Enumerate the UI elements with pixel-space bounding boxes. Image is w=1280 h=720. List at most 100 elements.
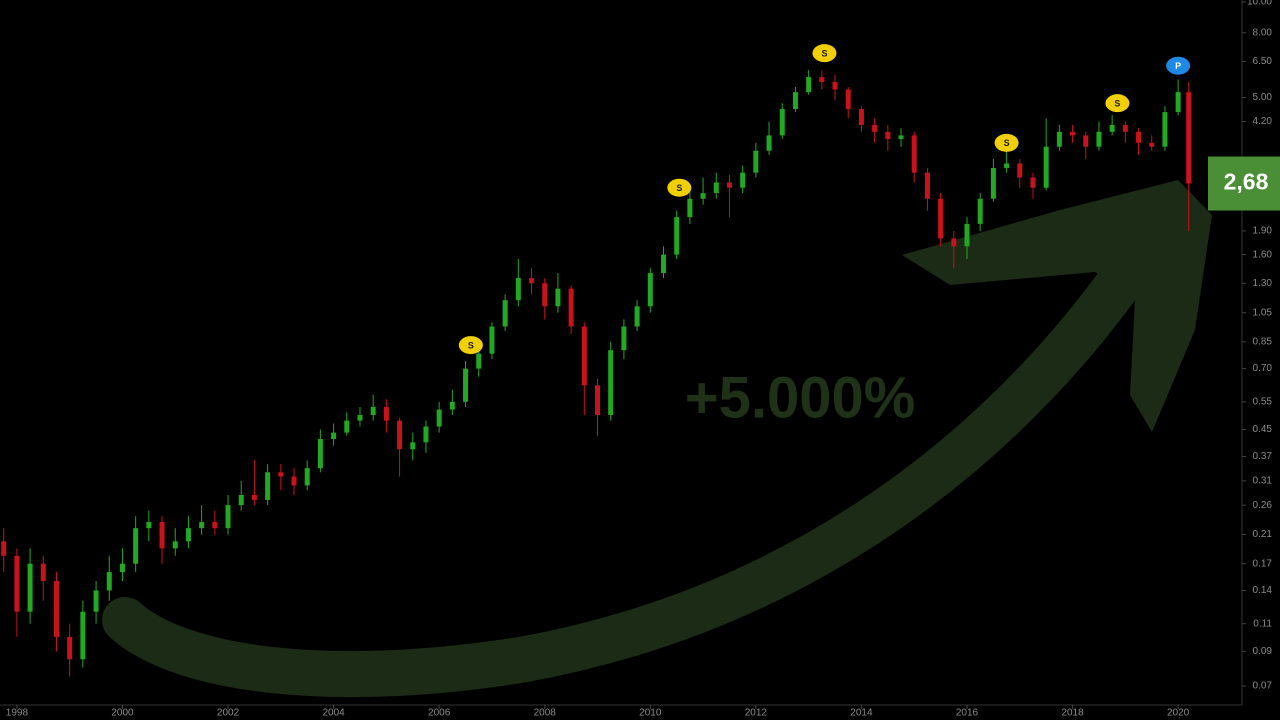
signal-label: S — [1114, 99, 1120, 109]
candle-body — [687, 198, 693, 218]
candle-body — [133, 528, 139, 564]
candle-body — [1096, 131, 1102, 147]
candle-body — [1083, 135, 1089, 147]
x-tick-label: 2000 — [111, 708, 134, 719]
candle-body — [27, 563, 33, 612]
candle-body — [1056, 131, 1062, 147]
candle-body — [766, 135, 772, 151]
candle-body — [792, 92, 798, 110]
trend-arrow — [102, 252, 1148, 698]
y-tick-label: 1.60 — [1253, 249, 1273, 260]
candle-body — [885, 131, 891, 140]
y-tick-label: 0.09 — [1253, 646, 1273, 657]
signal-marker — [458, 336, 483, 355]
candle-body — [1149, 142, 1155, 147]
candle-body — [819, 77, 825, 82]
y-tick-label: 0.07 — [1253, 681, 1273, 692]
y-tick-label: 0.45 — [1253, 424, 1273, 435]
candle-body — [423, 426, 429, 443]
candle-body — [634, 306, 640, 327]
candle-body — [278, 472, 284, 477]
y-tick-label: 0.21 — [1253, 529, 1273, 540]
signal-label: S — [468, 340, 474, 350]
candle-body — [225, 505, 231, 529]
candle-body — [898, 135, 904, 140]
candle-body — [1017, 163, 1023, 178]
candle-body — [212, 522, 218, 529]
candle-body — [977, 198, 983, 224]
candle-body — [911, 135, 917, 173]
y-tick-label: 4.20 — [1253, 116, 1273, 127]
x-tick-label: 2014 — [850, 708, 873, 719]
candle-body — [621, 326, 627, 351]
trend-arrow-head — [902, 180, 1212, 432]
candle-body — [726, 182, 732, 188]
candle-body — [357, 414, 363, 421]
candle-body — [251, 494, 257, 500]
y-tick-label: 0.55 — [1253, 396, 1273, 407]
candle-body — [93, 590, 99, 612]
y-tick-label: 0.70 — [1253, 363, 1273, 374]
candle-body — [489, 326, 495, 354]
x-tick-label: 2020 — [1167, 708, 1190, 719]
candle-body — [476, 353, 482, 369]
y-tick-label: 1.90 — [1253, 226, 1273, 237]
gain-label: +5.000% — [685, 365, 916, 430]
candle-body — [1162, 112, 1168, 147]
candle-body — [383, 406, 389, 421]
y-tick-label: 0.14 — [1253, 585, 1273, 596]
candle-body — [397, 420, 403, 450]
candle-body — [436, 409, 442, 427]
candle-body — [529, 278, 535, 284]
y-tick-label: 1.05 — [1253, 307, 1273, 318]
candle-body — [185, 528, 191, 542]
candle-body — [753, 150, 759, 173]
candle-body — [502, 300, 508, 327]
signal-marker — [1105, 94, 1130, 113]
y-tick-label: 0.85 — [1253, 336, 1273, 347]
x-tick-label: 2012 — [745, 708, 768, 719]
candle-body — [555, 288, 561, 307]
candle-body — [542, 283, 548, 307]
x-tick-label: 1998 — [6, 708, 29, 719]
candle-body — [938, 198, 944, 239]
candle-body — [331, 432, 337, 440]
x-tick-label: 2002 — [217, 708, 240, 719]
candle-body — [581, 326, 587, 386]
candle-body — [40, 563, 46, 581]
candle-body — [317, 439, 323, 469]
candle-body — [53, 580, 59, 637]
signal-label: S — [821, 49, 827, 59]
signal-label: P — [1175, 61, 1181, 71]
candle-body — [674, 217, 680, 255]
candle-body — [1109, 124, 1115, 132]
candle-body — [106, 572, 112, 591]
y-tick-label: 6.50 — [1253, 56, 1273, 67]
candle-body — [291, 476, 297, 486]
candle-body — [449, 401, 455, 410]
last-price-badge — [1208, 156, 1280, 211]
candle-body — [713, 182, 719, 194]
candle-body — [146, 522, 152, 529]
candle-body — [806, 77, 812, 93]
candle-body — [172, 541, 178, 549]
candle-body — [304, 468, 310, 486]
y-tick-label: 10.00 — [1247, 0, 1272, 8]
candle-body — [872, 124, 878, 132]
candle-body — [1186, 92, 1192, 184]
candle-body — [845, 89, 851, 110]
candle-body — [463, 368, 469, 402]
candle-body — [608, 350, 614, 415]
candle-body — [1004, 163, 1010, 168]
candle-body — [67, 636, 73, 660]
candle-body — [568, 288, 574, 327]
candle-body — [1175, 92, 1181, 113]
last-price-label: 2,68 — [1224, 169, 1269, 195]
x-tick-label: 2004 — [322, 708, 345, 719]
signal-marker — [1166, 56, 1191, 75]
candle-body — [964, 223, 970, 247]
x-tick-label: 2010 — [639, 708, 662, 719]
candle-body — [1122, 124, 1128, 132]
